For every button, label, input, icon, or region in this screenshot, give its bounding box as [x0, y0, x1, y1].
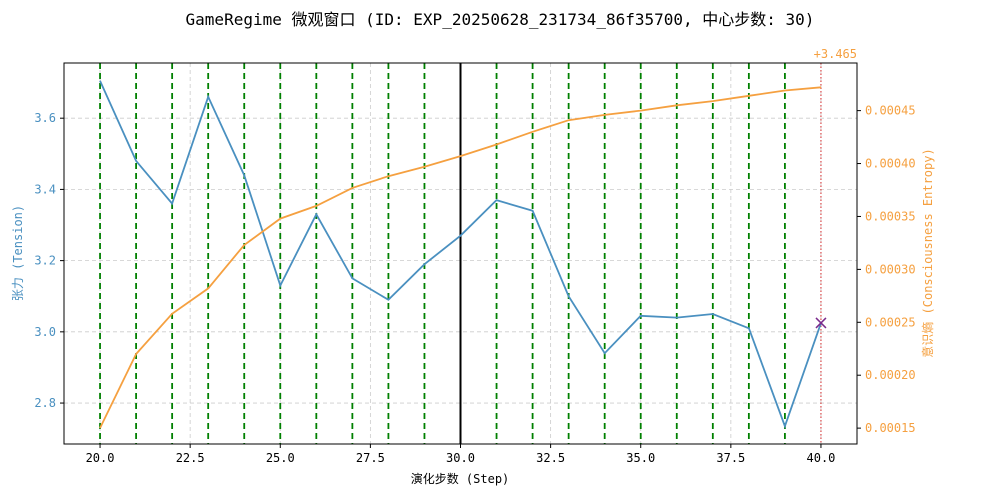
x-tick-label: 20.0 — [86, 451, 115, 465]
x-tick-label: 30.0 — [446, 451, 475, 465]
y-right-tick-label: 0.00040 — [865, 157, 916, 171]
y-right-tick-label: 0.00020 — [865, 368, 916, 382]
vertical-marker-lines — [99, 63, 822, 444]
y-left-axis-label: 张力 (Tension) — [11, 205, 25, 301]
series-lines — [99, 80, 827, 429]
x-tick-label: 40.0 — [807, 451, 836, 465]
tension-series-line — [99, 80, 822, 429]
x-axis-label: 演化步数 (Step) — [411, 471, 510, 486]
x-tick-label: 25.0 — [266, 451, 295, 465]
y-left-tick-label: 3.0 — [34, 325, 56, 339]
y-right-tick-label: 0.00035 — [865, 209, 916, 223]
y-left-tick-label: 3.6 — [34, 111, 56, 125]
end-x-marker-stroke — [815, 317, 827, 329]
x-tick-label: 32.5 — [536, 451, 565, 465]
chart-title: GameRegime 微观窗口 (ID: EXP_20250628_231734… — [186, 10, 815, 29]
right-axis-offset-label: +3.465 — [814, 47, 857, 61]
y-left-tick-label: 3.4 — [34, 182, 56, 196]
axes: 20.0 22.5 25.0 27.5 30.0 32.5 35.0 37.5 40.0 2.8 3… — [34, 104, 915, 465]
y-right-tick-label: 0.00025 — [865, 315, 916, 329]
end-x-marker — [815, 317, 827, 329]
y-right-tick-label: 0.00015 — [865, 421, 916, 435]
x-tick-label: 22.5 — [176, 451, 205, 465]
y-left-tick-label: 2.8 — [34, 396, 56, 410]
entropy-series-line — [99, 86, 822, 429]
y-right-tick-label: 0.00030 — [865, 262, 916, 276]
y-right-tick-label: 0.00045 — [865, 104, 916, 118]
y-right-axis-label: 意识熵 (Consciousness Entropy) — [920, 148, 935, 357]
x-tick-label: 37.5 — [716, 451, 745, 465]
x-tick-label: 35.0 — [626, 451, 655, 465]
x-tick-label: 27.5 — [356, 451, 385, 465]
y-left-tick-label: 3.2 — [34, 254, 56, 268]
